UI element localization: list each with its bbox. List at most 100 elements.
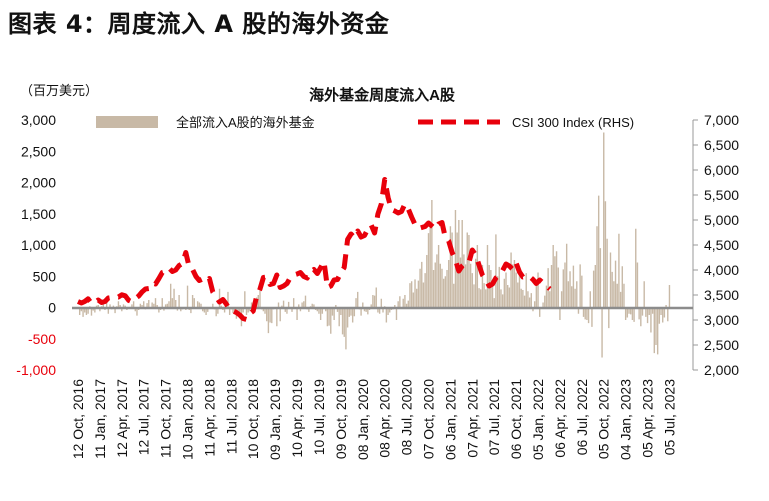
bar: [370, 304, 372, 308]
bar: [169, 283, 172, 308]
bar: [624, 307, 627, 320]
bar: [576, 281, 578, 308]
bar: [510, 252, 512, 308]
bar: [560, 291, 563, 308]
bar: [582, 307, 585, 317]
bar: [574, 288, 576, 308]
right-tick-label: 2,000: [704, 362, 739, 378]
x-tick-label: 09 Jan, 2019: [267, 379, 283, 460]
bar: [437, 245, 440, 308]
bar: [663, 307, 666, 318]
bar: [372, 295, 374, 308]
bar: [581, 275, 583, 308]
bar: [424, 273, 426, 308]
bar: [308, 307, 310, 312]
bar: [651, 307, 654, 314]
bar: [215, 307, 217, 317]
bar: [223, 307, 226, 313]
left-tick-label: 500: [33, 268, 57, 284]
bar: [228, 307, 231, 315]
bar: [668, 285, 671, 308]
bar: [264, 307, 266, 314]
bar: [549, 291, 551, 308]
bar: [660, 307, 662, 315]
bar: [587, 307, 590, 324]
bar: [282, 300, 285, 308]
bar: [449, 226, 452, 308]
bar: [621, 266, 623, 308]
bar: [313, 304, 315, 308]
bar: [203, 307, 206, 313]
bar: [343, 307, 345, 337]
bar: [448, 260, 450, 308]
bar: [102, 303, 104, 308]
x-tick-label: 12 Oct, 2016: [70, 379, 86, 459]
bar: [490, 270, 492, 308]
bar: [586, 307, 588, 320]
bar: [277, 302, 280, 308]
bar: [463, 254, 465, 308]
bar: [402, 298, 404, 308]
bar: [533, 301, 536, 308]
bar: [554, 256, 556, 308]
bar: [90, 307, 93, 316]
bar: [501, 294, 504, 308]
right-tick-label: 3,000: [704, 312, 739, 328]
bar: [643, 281, 645, 308]
bar: [378, 307, 381, 314]
bar: [205, 307, 207, 315]
bar: [217, 307, 219, 314]
legend-bar-swatch: [96, 116, 158, 128]
bar: [619, 291, 622, 308]
bar: [481, 265, 484, 308]
bar: [515, 272, 517, 308]
legend-bar-label: 全部流入A股的海外基金: [176, 115, 315, 130]
x-tick-label: 05 Jan, 2022: [530, 379, 546, 460]
bar: [377, 307, 379, 313]
bar: [78, 307, 81, 315]
bar: [105, 302, 108, 308]
bar: [650, 307, 652, 333]
bar: [604, 201, 607, 308]
bar: [387, 307, 389, 315]
bar: [380, 298, 383, 308]
bar: [655, 307, 657, 345]
bar: [218, 288, 221, 308]
left-tick-label: -1,000: [16, 362, 56, 378]
bar: [207, 307, 209, 312]
bar: [476, 245, 479, 308]
bar: [95, 305, 98, 308]
bar: [220, 305, 222, 308]
bar: [80, 307, 83, 312]
bar: [237, 307, 239, 312]
bar: [232, 307, 234, 314]
bar: [464, 264, 467, 308]
bar: [375, 287, 377, 308]
bar: [611, 271, 613, 308]
x-tick-label: 06 Jul, 2022: [574, 379, 590, 455]
bar: [153, 303, 155, 308]
bar: [296, 307, 298, 320]
bar: [461, 220, 463, 308]
bar: [399, 296, 401, 308]
bar: [180, 307, 182, 312]
bar: [139, 303, 142, 308]
x-tick-label: 05 Jul, 2023: [661, 379, 677, 455]
bar: [136, 307, 138, 316]
bar: [407, 300, 409, 308]
bar: [410, 281, 413, 308]
bar: [257, 295, 259, 308]
bar: [353, 307, 356, 317]
bar: [291, 307, 293, 312]
bar: [350, 307, 352, 316]
bar: [596, 226, 598, 308]
bar: [496, 276, 499, 308]
x-tick-label: 05 Oct, 2022: [596, 379, 612, 459]
bar: [630, 307, 632, 315]
x-tick-label: 12 Apr, 2017: [114, 379, 130, 458]
bar: [416, 288, 418, 308]
bar: [325, 307, 327, 312]
bar: [173, 288, 175, 308]
bar: [367, 307, 369, 315]
